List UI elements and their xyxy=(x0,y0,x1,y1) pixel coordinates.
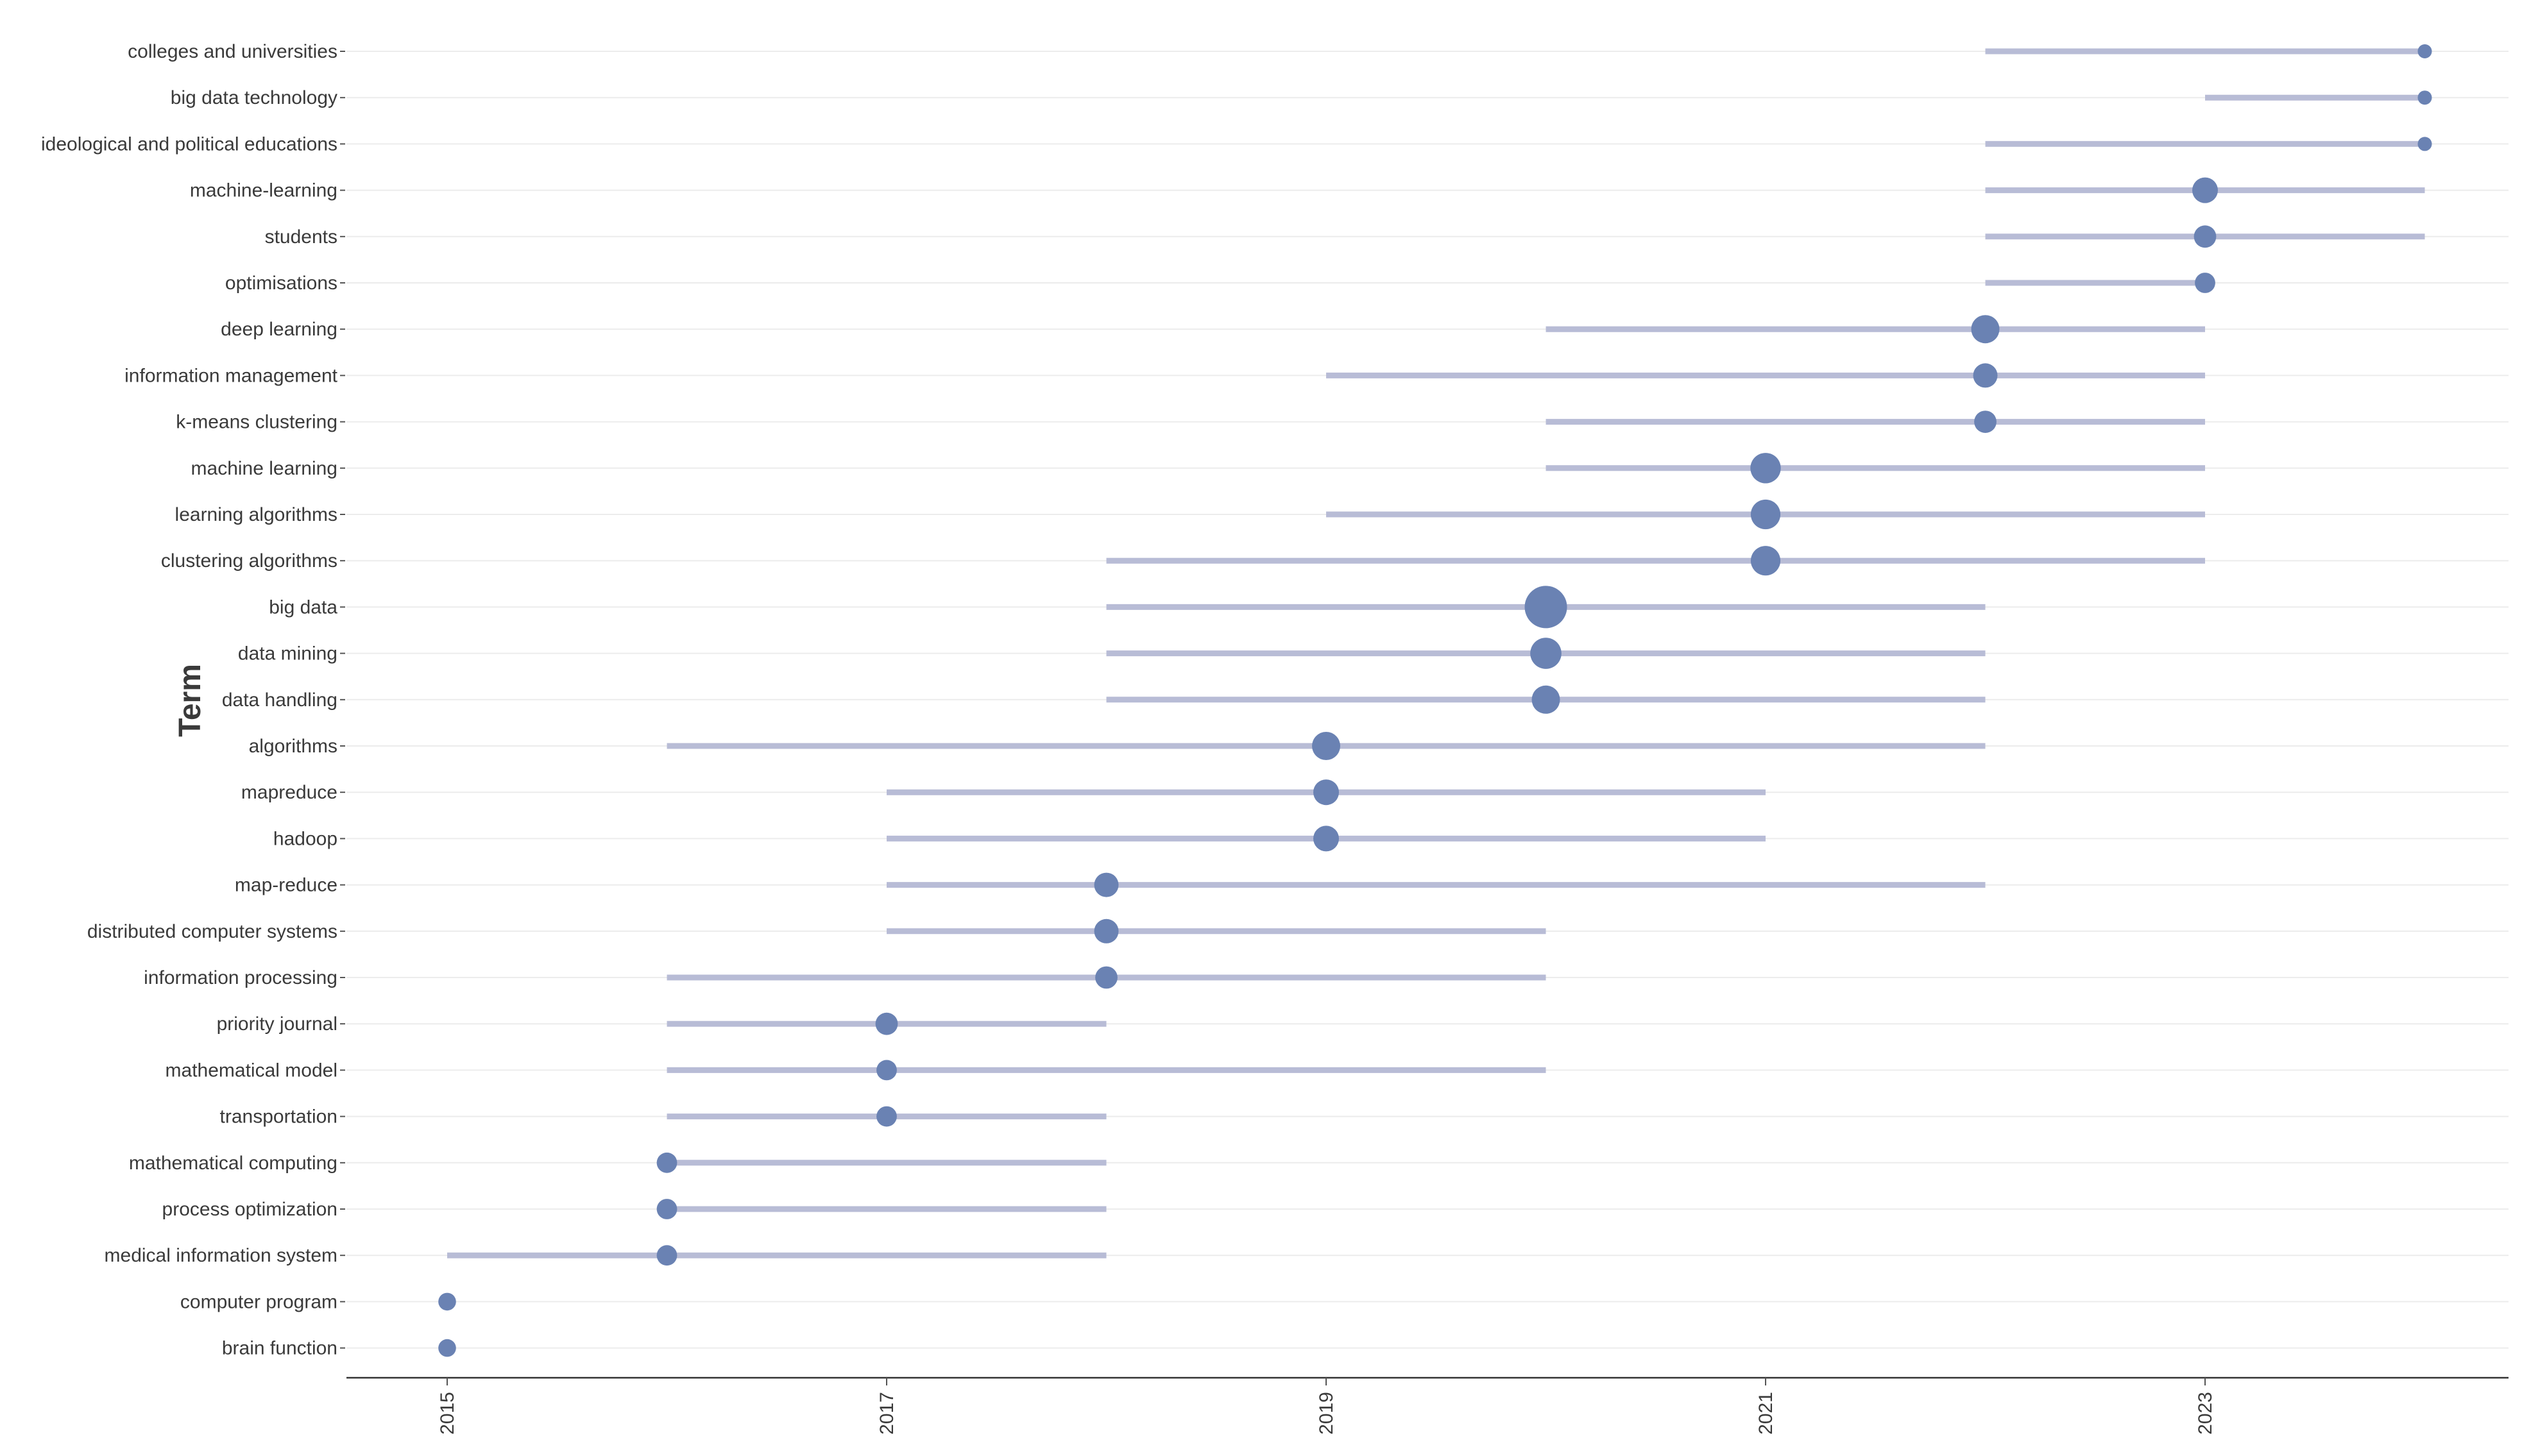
y-tick-label: deep learning xyxy=(221,319,337,340)
x-tick-label: 2021 xyxy=(1755,1392,1776,1435)
data-points xyxy=(438,44,2432,1357)
data-point xyxy=(1094,918,1119,944)
x-tick-label: 2023 xyxy=(2195,1392,2216,1435)
y-tick-label: hadoop xyxy=(273,828,337,849)
data-point xyxy=(1750,499,1781,530)
y-tick-label: clustering algorithms xyxy=(161,550,337,571)
y-tick-label: information management xyxy=(124,365,338,386)
data-point xyxy=(438,1292,456,1311)
data-point xyxy=(1750,546,1781,576)
y-tick-label: data handling xyxy=(222,690,337,711)
data-point xyxy=(1094,872,1119,897)
data-point xyxy=(1312,732,1340,760)
y-tick-label: ideological and political educations xyxy=(41,133,337,155)
y-tick-label: mathematical model xyxy=(166,1060,337,1081)
y-tick-label: priority journal xyxy=(217,1013,337,1035)
data-point xyxy=(875,1012,898,1035)
data-point xyxy=(876,1106,897,1127)
data-point xyxy=(1530,638,1562,669)
y-tick-label: medical information system xyxy=(105,1245,337,1266)
data-point xyxy=(2417,90,2432,105)
x-tick-label: 2015 xyxy=(437,1392,458,1435)
data-point xyxy=(656,1152,677,1173)
data-point xyxy=(656,1199,677,1219)
data-point xyxy=(1095,966,1118,989)
x-tick-label: 2017 xyxy=(876,1392,898,1435)
y-tick-label: algorithms xyxy=(249,736,337,757)
y-tick-label: information processing xyxy=(144,967,337,988)
x-tick-label: 2019 xyxy=(1316,1392,1337,1435)
y-tick-label: optimisations xyxy=(225,273,337,294)
y-tick-label: learning algorithms xyxy=(175,504,337,525)
y-tick-label: computer program xyxy=(180,1291,337,1312)
y-tick-label: students xyxy=(265,226,337,248)
data-point xyxy=(1524,586,1567,629)
data-point xyxy=(1973,363,1998,388)
data-point xyxy=(2192,177,2218,203)
data-point xyxy=(1531,685,1560,714)
y-tick-label: distributed computer systems xyxy=(87,921,337,942)
data-point xyxy=(656,1245,677,1266)
y-tick-label: colleges and universities xyxy=(128,41,337,62)
data-point xyxy=(876,1060,897,1081)
data-point xyxy=(2194,225,2217,248)
y-tick-label: mapreduce xyxy=(241,782,337,803)
data-point xyxy=(2417,137,2432,151)
y-tick-label: map-reduce xyxy=(235,875,337,896)
data-point xyxy=(1750,453,1781,484)
y-tick-labels: colleges and universities big data techno… xyxy=(41,41,345,1359)
y-tick-label: mathematical computing xyxy=(129,1153,337,1174)
y-tick-label: big data xyxy=(269,597,337,618)
y-tick-label: brain function xyxy=(222,1338,337,1359)
data-point xyxy=(1313,825,1339,852)
y-tick-label: transportation xyxy=(220,1106,337,1128)
data-point xyxy=(2195,273,2215,293)
data-point xyxy=(1313,779,1339,806)
y-tick-label: k-means clustering xyxy=(176,412,337,433)
data-point xyxy=(438,1339,456,1357)
data-point xyxy=(1971,315,2000,344)
y-tick-label: process optimization xyxy=(162,1199,337,1220)
x-axis: 2015 2017 2019 2021 2023 xyxy=(346,1376,2509,1435)
data-point xyxy=(2417,44,2432,58)
y-axis-title: Term xyxy=(173,664,207,737)
data-point xyxy=(1974,411,1997,433)
y-tick-label: machine learning xyxy=(191,458,337,479)
y-tick-label: machine-learning xyxy=(190,180,337,201)
y-tick-label: big data technology xyxy=(171,87,337,108)
y-tick-label: data mining xyxy=(238,643,337,665)
